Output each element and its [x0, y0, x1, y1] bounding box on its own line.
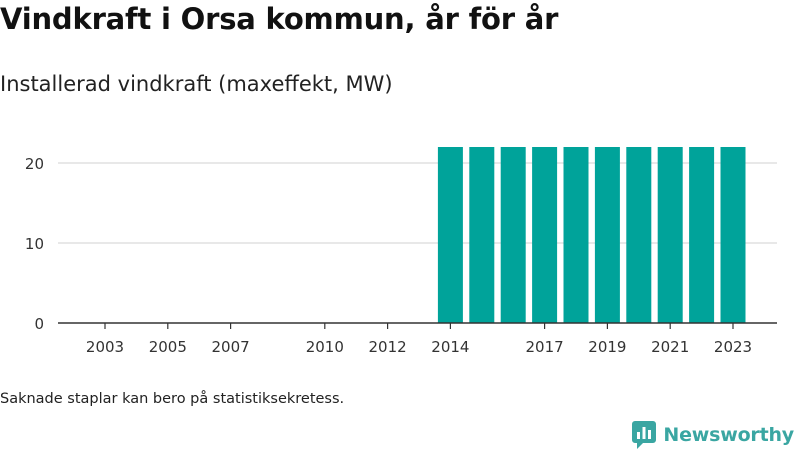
bar-2023: [720, 147, 746, 323]
bar-2014: [437, 147, 463, 323]
chart-title: Vindkraft i Orsa kommun, år för år: [0, 2, 559, 36]
newsworthy-logo-icon: [632, 421, 657, 449]
bar-2018: [563, 147, 589, 323]
bar-2022: [689, 147, 715, 323]
x-tick-label-2007: 2007: [212, 338, 250, 356]
bar-2020: [626, 147, 652, 323]
newsworthy-logo: Newsworthy: [632, 421, 794, 449]
x-tick-label-2017: 2017: [526, 338, 564, 356]
x-tick-label-2005: 2005: [149, 338, 187, 356]
x-tick-label-2021: 2021: [651, 338, 689, 356]
y-tick-label-20: 20: [25, 155, 44, 173]
x-tick-label-2012: 2012: [369, 338, 407, 356]
newsworthy-logo-text: Newsworthy: [663, 424, 794, 446]
bar-chart: 0 10 20 2003 2005 2007 2010 2012 2014 2017 2019 202…: [25, 147, 777, 356]
x-tick-label-2023: 2023: [714, 338, 752, 356]
y-tick-label-10: 10: [25, 235, 44, 253]
y-tick-label-0: 0: [34, 315, 44, 333]
x-tick-label-2014: 2014: [431, 338, 469, 356]
chart-subtitle: Installerad vindkraft (maxeffekt, MW): [0, 72, 393, 96]
x-tick-label-2019: 2019: [588, 338, 626, 356]
x-tick-label-2003: 2003: [86, 338, 124, 356]
bar-2019: [594, 147, 620, 323]
footnote: Saknade staplar kan bero på statistiksek…: [0, 391, 345, 407]
bar-2016: [500, 147, 526, 323]
bar-2015: [469, 147, 495, 323]
bar-2017: [532, 147, 558, 323]
bar-2021: [657, 147, 683, 323]
x-tick-label-2010: 2010: [306, 338, 344, 356]
